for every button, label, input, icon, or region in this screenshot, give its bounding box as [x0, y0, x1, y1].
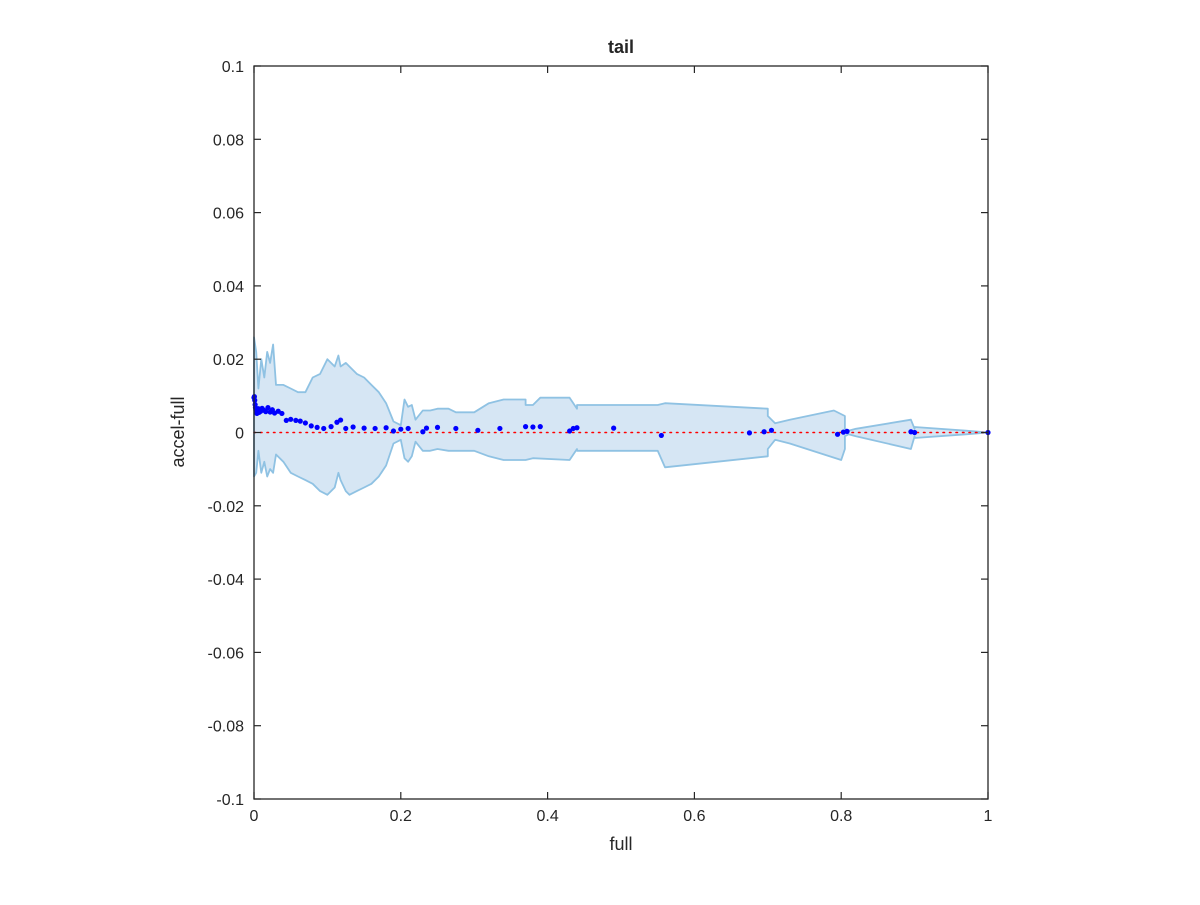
y-tick-label: -0.02: [208, 499, 245, 516]
data-point: [768, 427, 775, 433]
data-point: [453, 425, 459, 432]
y-tick-label: 0.02: [213, 352, 244, 369]
data-point: [475, 427, 481, 433]
y-tick-label: 0: [235, 426, 244, 443]
data-point: [537, 424, 543, 430]
confidence-band-layer: [253, 336, 989, 496]
y-axis-label: accel-full: [168, 396, 188, 467]
data-point: [297, 418, 303, 424]
data-point: [746, 430, 753, 436]
data-point: [293, 417, 299, 424]
chart-title: tail: [608, 37, 634, 57]
data-point: [252, 397, 258, 403]
data-point: [574, 425, 580, 431]
data-point: [263, 409, 269, 415]
y-tick-label: 0.1: [222, 59, 244, 76]
y-tick-label: 0.06: [213, 206, 244, 223]
data-point: [383, 425, 389, 431]
x-tick-label: 0.6: [683, 808, 705, 825]
y-tick-label: -0.1: [216, 792, 244, 809]
data-point: [434, 424, 441, 430]
data-point: [308, 423, 314, 429]
data-point: [321, 425, 327, 432]
x-tick-label: 0: [250, 808, 259, 825]
y-tick-label: 0.08: [213, 132, 244, 149]
data-point: [844, 428, 850, 435]
x-tick-label: 0.4: [536, 808, 558, 825]
data-point: [288, 416, 294, 422]
data-point: [423, 425, 430, 431]
data-point: [361, 425, 367, 431]
y-tick-label: -0.06: [208, 645, 245, 662]
data-point: [497, 425, 503, 432]
data-point: [398, 426, 404, 432]
data-point: [265, 404, 271, 411]
data-point: [279, 410, 285, 417]
data-point: [761, 429, 767, 435]
data-point: [420, 429, 426, 435]
x-tick-label: 0.8: [830, 808, 852, 825]
data-point: [314, 424, 320, 430]
data-point: [350, 424, 356, 430]
x-tick-label: 1: [984, 808, 993, 825]
data-point: [658, 432, 664, 439]
data-point: [338, 417, 344, 423]
x-tick-label: 0.2: [390, 808, 412, 825]
y-tick-label: -0.08: [208, 719, 245, 736]
x-axis-label: full: [609, 834, 632, 854]
data-point: [530, 424, 536, 430]
data-point: [390, 428, 397, 434]
data-point: [522, 424, 529, 430]
data-point: [834, 431, 841, 437]
x-ticks: 0 0.2 0.4 0.6 0.8 1: [250, 66, 993, 825]
data-point: [283, 417, 289, 424]
data-point: [328, 424, 334, 430]
data-point: [611, 425, 617, 431]
data-point: [372, 425, 378, 432]
confidence-band: [253, 336, 989, 496]
data-point: [302, 420, 308, 426]
y-tick-label: 0.04: [213, 279, 244, 296]
data-point: [405, 425, 411, 432]
y-ticks: -0.1 -0.08 -0.06 -0.04 -0.02 0 0.02 0.04 0.06 0.0…: [208, 59, 988, 809]
data-point: [343, 425, 349, 432]
data-point: [567, 428, 573, 434]
data-point: [912, 429, 918, 436]
y-tick-label: -0.04: [208, 572, 245, 589]
